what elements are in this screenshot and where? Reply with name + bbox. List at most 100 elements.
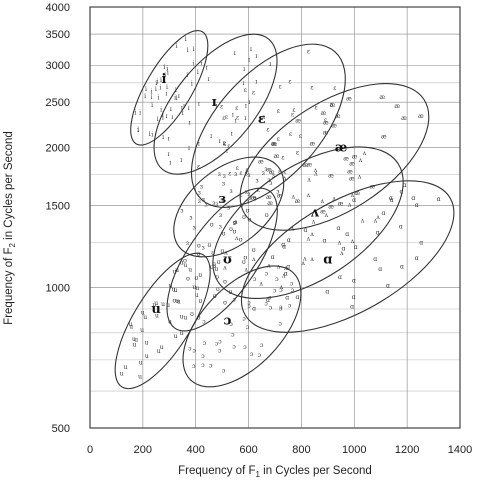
vowel-token: u (183, 315, 187, 322)
vowel-token: ʌ (350, 192, 355, 199)
x-tick-label: 200 (134, 444, 152, 456)
vowel-token: ʌ (279, 284, 284, 291)
vowel-token: ɪ (255, 53, 257, 60)
vowel-token: ɑ (399, 189, 403, 196)
vowel-token: ʌ (244, 267, 249, 274)
x-axis-title-tail: in Cycles per Second (260, 465, 372, 477)
tick-label-layer: 0 200 400 600 800 1000 1200 1400 500 1000 1500 2000… (46, 2, 473, 456)
vowel-token: ɪ (269, 61, 271, 68)
vowel-token: ɪ (198, 141, 200, 148)
vowel-token: u (145, 353, 149, 360)
vowel-token: ʌ (276, 263, 281, 270)
vowel-token: i (137, 127, 139, 134)
vowel-token: i (158, 94, 160, 101)
vowel-token: i (155, 86, 157, 93)
vowel-token: ɑ (415, 202, 419, 209)
vowel-token: ɑ (338, 274, 342, 281)
vowel-token: æ (320, 110, 326, 117)
vowel-token: ɪ (255, 78, 257, 85)
vowel-token: ʌ (258, 281, 263, 288)
vowel-token: ɑ (345, 231, 349, 238)
vowel-token: ɑ (399, 223, 403, 230)
vowel-token: ɜ (200, 184, 203, 191)
vowel-token: ɔ (279, 304, 283, 311)
vowel-token: ʊ (195, 275, 199, 282)
vowel-token: ɛ (239, 170, 242, 177)
vowel-token: ʊ (229, 226, 233, 233)
vowel-token: ɛ (262, 114, 265, 121)
vowel-token: i (162, 112, 164, 119)
vowel-token: u (166, 302, 170, 309)
vowel-token: æ (338, 200, 344, 207)
vowel-token: ɔ (247, 303, 251, 310)
vowel-token: ɪ (188, 145, 190, 152)
vowel-token: ɪ (248, 57, 250, 64)
vowel-token: ɑ (281, 241, 285, 248)
vowel-token: ʊ (222, 230, 226, 237)
vowel-token: ʌ (291, 193, 296, 200)
vowel-token: ɜ (219, 223, 222, 230)
vowel-token: u (124, 364, 128, 371)
y-tick-label: 2500 (46, 97, 70, 109)
vowel-token: ɛ (228, 170, 231, 177)
y-tick-label: 1500 (46, 201, 70, 213)
vowel-token: æ (251, 194, 257, 201)
vowel-token: ɛ (227, 143, 230, 150)
vowel-token: ʊ (233, 219, 237, 226)
vowel-token: ɑ (437, 196, 441, 203)
vowel-token: æ (266, 166, 272, 173)
vowel-token: ɜ (267, 177, 270, 184)
vowel-token: ɑ (389, 195, 393, 202)
vowel-token: ɑ (352, 294, 356, 301)
vowel-token: i (164, 72, 166, 79)
vowel-token: ʌ (360, 218, 365, 225)
vowel-token: ɜ (234, 171, 237, 178)
vowel-label: ɔ (223, 314, 231, 329)
y-axis-title: Frequency of F2 in Cycles per Second (3, 131, 17, 325)
vowel-token: æ (323, 119, 329, 126)
vowel-token: u (133, 342, 137, 349)
vowel-token: i (166, 65, 168, 72)
vowel-token: ɛ (239, 192, 242, 199)
vowel-token: ɔ (231, 331, 235, 338)
vowel-token: u (141, 310, 145, 317)
vowel-token: ɜ (233, 220, 236, 227)
vowel-token: ɜ (262, 170, 265, 177)
vowel-region-ellipse (166, 187, 278, 332)
vowel-token: ɑ (419, 239, 423, 246)
vowel-token: ɪ (243, 66, 245, 73)
vowel-token: ɜ (222, 180, 225, 187)
vowel-token: æ (381, 133, 387, 140)
vowel-token: ʊ (246, 208, 250, 215)
vowel-token: ɛ (266, 127, 269, 134)
vowel-token: ɑ (271, 254, 275, 261)
vowel-token: ɔ (260, 342, 264, 349)
vowel-token: ɛ (278, 169, 281, 176)
vowel-token: ɜ (264, 166, 267, 173)
vowel-token: ɔ (215, 341, 219, 348)
vowel-token: i (137, 127, 139, 134)
vowel-token: ʌ (302, 255, 307, 262)
vowel-token: ɛ (307, 48, 310, 55)
vowel-token: ɛ (299, 133, 302, 140)
vowel-token: ʌ (362, 150, 367, 157)
vowel-label: ʊ (223, 252, 232, 267)
vowel-token: ɛ (283, 169, 286, 176)
vowel-token: ɔ (209, 363, 213, 370)
ellipse-layer (114, 30, 455, 390)
vowel-token: ɔ (247, 300, 251, 307)
vowel-token: ʌ (337, 239, 342, 246)
vowel-token: u (180, 314, 184, 321)
vowel-region-ellipse (239, 83, 430, 231)
vowel-token: ɑ (352, 197, 356, 204)
vowel-token: ʊ (233, 229, 237, 236)
vowel-token: i (166, 84, 168, 91)
vowel-token: ʌ (357, 174, 362, 181)
vowel-token: æ (347, 168, 353, 175)
vowel-token: ɛ (220, 103, 223, 110)
vowel-token: æ (346, 95, 352, 102)
vowel-token: ɛ (257, 187, 260, 194)
vowel-token: u (174, 287, 178, 294)
vowel-token: i (151, 102, 153, 109)
vowel-token: ɔ (218, 348, 222, 355)
